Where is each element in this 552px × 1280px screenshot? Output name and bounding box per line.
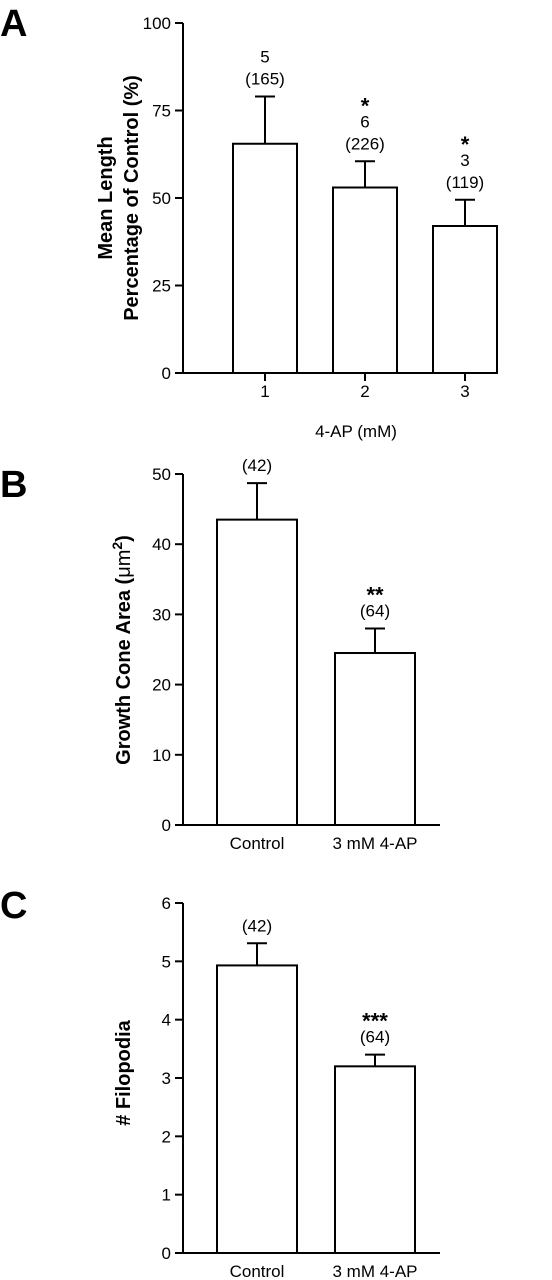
panel-c-ytick-label: 5: [162, 952, 171, 971]
panel-a-ytick-label: 75: [152, 102, 171, 121]
panel-a-ylabel-line1: Mean Length: [95, 136, 117, 259]
panel-b-ylabel-sup: 2: [109, 542, 125, 550]
panel-a-significance: *: [461, 132, 470, 157]
panel-b-bar: [334, 652, 416, 827]
panel-b-bar: [216, 518, 298, 826]
panel-letter-c: C: [0, 885, 27, 927]
panel-b-ytick-label: 0: [162, 816, 171, 835]
panel-c-significance: ***: [362, 1009, 388, 1034]
panel-c-ytick-label: 4: [162, 1011, 171, 1030]
panel-a: A Mean Length Percentage of Control (%) …: [0, 3, 498, 441]
panel-b-significance: **: [366, 582, 384, 607]
panel-b-ylabel-end: ): [113, 535, 135, 542]
panel-b-ylabel-text: Growth Cone Area (: [113, 577, 135, 764]
panel-a-ytick-label: 50: [152, 189, 171, 208]
panel-b-ylabel: Growth Cone Area (μm2): [109, 535, 135, 765]
panel-b-ytick-label: 40: [152, 535, 171, 554]
panel-b: B Growth Cone Area (μm2) 0 10 20 30 40 50 Cont…: [0, 456, 440, 853]
panel-c-ytick-label: 6: [162, 894, 171, 913]
panel-a-ylabel-line2: Percentage of Control (%): [121, 75, 143, 321]
panel-c-category-label: Control: [230, 1262, 285, 1280]
panel-c: C # Filopodia 0 1 2 3 4 5 6 Control (42) 3 mM 4-A…: [0, 885, 440, 1280]
panel-a-annotation: 3: [460, 151, 469, 170]
panel-a-bar: [432, 225, 498, 374]
panel-a-xlabel: 4-AP (mM): [315, 422, 397, 441]
panel-a-annotation: (119): [446, 173, 484, 192]
panel-c-category-label: 3 mM 4-AP: [332, 1262, 417, 1280]
panel-b-ytick-label: 50: [152, 465, 171, 484]
panel-a-category-label: 2: [360, 382, 369, 401]
panel-b-ytick-label: 10: [152, 746, 171, 765]
panel-c-bar: [216, 964, 298, 1255]
panel-c-ytick-label: 1: [162, 1186, 171, 1205]
panel-a-bar: [232, 142, 298, 374]
panel-b-ylabel-unit: μm: [113, 550, 135, 578]
panel-a-category-label: 3: [460, 382, 469, 401]
panel-a-significance: *: [361, 93, 370, 118]
panel-a-annotation: 6: [360, 112, 369, 131]
panel-c-ylabel: # Filopodia: [113, 1019, 135, 1125]
panel-b-category-label: Control: [230, 834, 285, 853]
panel-letter-b: B: [0, 464, 27, 506]
panel-a-category-label: 1: [260, 382, 269, 401]
panel-c-bar: [334, 1065, 416, 1255]
panel-b-annotation: (42): [242, 456, 272, 475]
panel-b-ytick-label: 20: [152, 676, 171, 695]
panel-letter-a: A: [0, 3, 27, 45]
panel-b-ytick-label: 30: [152, 605, 171, 624]
panel-b-annotation: (64): [360, 601, 390, 620]
panel-a-ytick-label: 0: [162, 364, 171, 383]
panel-a-annotation: (165): [245, 70, 285, 89]
panel-c-ytick-label: 3: [162, 1069, 171, 1088]
panel-a-ytick-label: 100: [143, 14, 171, 33]
panel-a-annotation: (226): [345, 134, 385, 153]
panel-c-ytick-label: 0: [162, 1244, 171, 1263]
panel-c-annotation: (64): [360, 1028, 390, 1047]
panel-b-category-label: 3 mM 4-AP: [332, 834, 417, 853]
panel-c-annotation: (42): [242, 916, 272, 935]
panel-a-bar: [332, 186, 398, 374]
panel-a-ytick-label: 25: [152, 277, 171, 296]
panel-c-ytick-label: 2: [162, 1127, 171, 1146]
panel-a-annotation: 5: [260, 48, 269, 67]
